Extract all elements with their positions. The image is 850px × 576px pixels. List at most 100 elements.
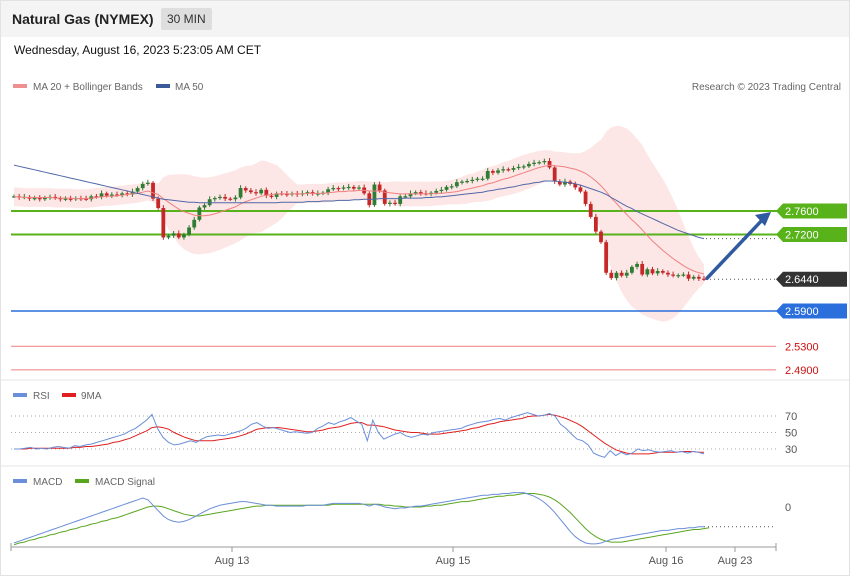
candle-body [532,162,536,164]
candle-body [248,190,253,193]
candle-body [439,189,444,192]
header-bar: Natural Gas (NYMEX) 30 MIN [1,1,849,37]
candle-body [372,184,377,206]
candle-body [511,168,516,170]
candle-body [635,263,639,267]
candle-body [58,198,63,200]
legend-label-macd-signal: MACD Signal [95,477,155,488]
candle-body [171,233,176,236]
timeframe-badge[interactable]: 30 MIN [161,8,212,30]
legend-swatch-ma50 [156,84,170,88]
legend-label-9ma: 9MA [81,391,102,402]
candle-body [676,275,681,277]
candle-body [583,191,588,204]
candle-body [357,187,361,189]
candle-body [490,171,495,173]
rsi-line [14,412,705,458]
support-label: 2.4900 [785,365,819,377]
candle-body [444,186,449,190]
candle-body [614,272,619,279]
candle-body [387,202,392,204]
macd-line [13,492,704,545]
legend-label-ma50: MA 50 [175,82,204,93]
candle-body [470,179,475,182]
candle-body [346,186,351,189]
candle-body [521,166,526,168]
candle-body [393,202,397,204]
macd-panel: 0 [13,492,791,546]
candle-body [527,163,531,167]
x-tick-label: Aug 16 [649,555,684,567]
candle-body [547,161,552,168]
support-label: 2.5300 [785,341,819,353]
candle-body [650,269,655,274]
legend-swatch-macd [13,479,27,483]
candle-body [454,182,459,187]
candle-body [202,205,207,208]
candle-body [130,191,135,195]
candle-body [145,182,150,184]
candle-body [305,192,310,194]
candle-body [593,216,598,232]
candle-body [166,235,171,238]
price-tag-text: 2.7600 [785,206,819,218]
candle-body [681,274,686,276]
candle-body [151,182,155,199]
candle-body [449,186,454,188]
candle-body [37,198,42,200]
forecast-arrow-head [755,212,771,226]
candle-body [274,193,279,197]
candle-body [403,196,408,198]
candle-body [223,196,228,199]
candle-body [557,181,562,185]
rsi-tick-label: 50 [785,428,797,440]
candle-body [125,193,130,195]
price-panel: 2.7600 2.7200 2.6440 2.5900 2.5300 2.4900 [11,125,847,377]
candle-body [516,166,521,169]
price-tag-text: 2.7200 [785,230,819,242]
candle-body [156,198,161,209]
candle-body [243,188,248,191]
candle-body [336,188,341,190]
candle-body [660,271,665,273]
candle-body [537,162,542,164]
candle-body [135,188,140,192]
rsi-tick-label: 70 [785,411,797,423]
candle-body [506,169,511,171]
candle-body [140,183,145,189]
candle-body [624,272,629,276]
candle-body [351,186,356,189]
candle-body [207,199,212,206]
candle-body [696,276,701,279]
ma20-line [14,164,705,275]
candle-body [161,208,166,238]
candle-body [109,194,114,196]
candle-body [702,278,706,280]
candle-body [552,167,557,182]
x-tick-label: Aug 13 [215,555,250,567]
candle-body [619,272,624,276]
candle-body [377,184,382,191]
candle-body [53,196,58,199]
candle-body [563,181,567,185]
price-tag-2.5900 [776,303,847,319]
candle-body [542,161,547,163]
candle-body [398,196,403,204]
candle-body [285,193,289,196]
rsi-legend: RSI 9MA [13,391,102,402]
candle-body [480,178,485,180]
candle-body [485,171,490,179]
candle-body [599,231,603,243]
candle-body [666,272,670,275]
candle-body [176,233,181,238]
candle-body [104,193,109,196]
candle-body [197,207,202,220]
legend-label-macd: MACD [33,477,62,488]
candle-body [259,189,264,194]
candle-body [331,188,336,190]
forecast-arrow [705,215,767,280]
candle-body [84,198,88,200]
candle-body [68,198,73,200]
